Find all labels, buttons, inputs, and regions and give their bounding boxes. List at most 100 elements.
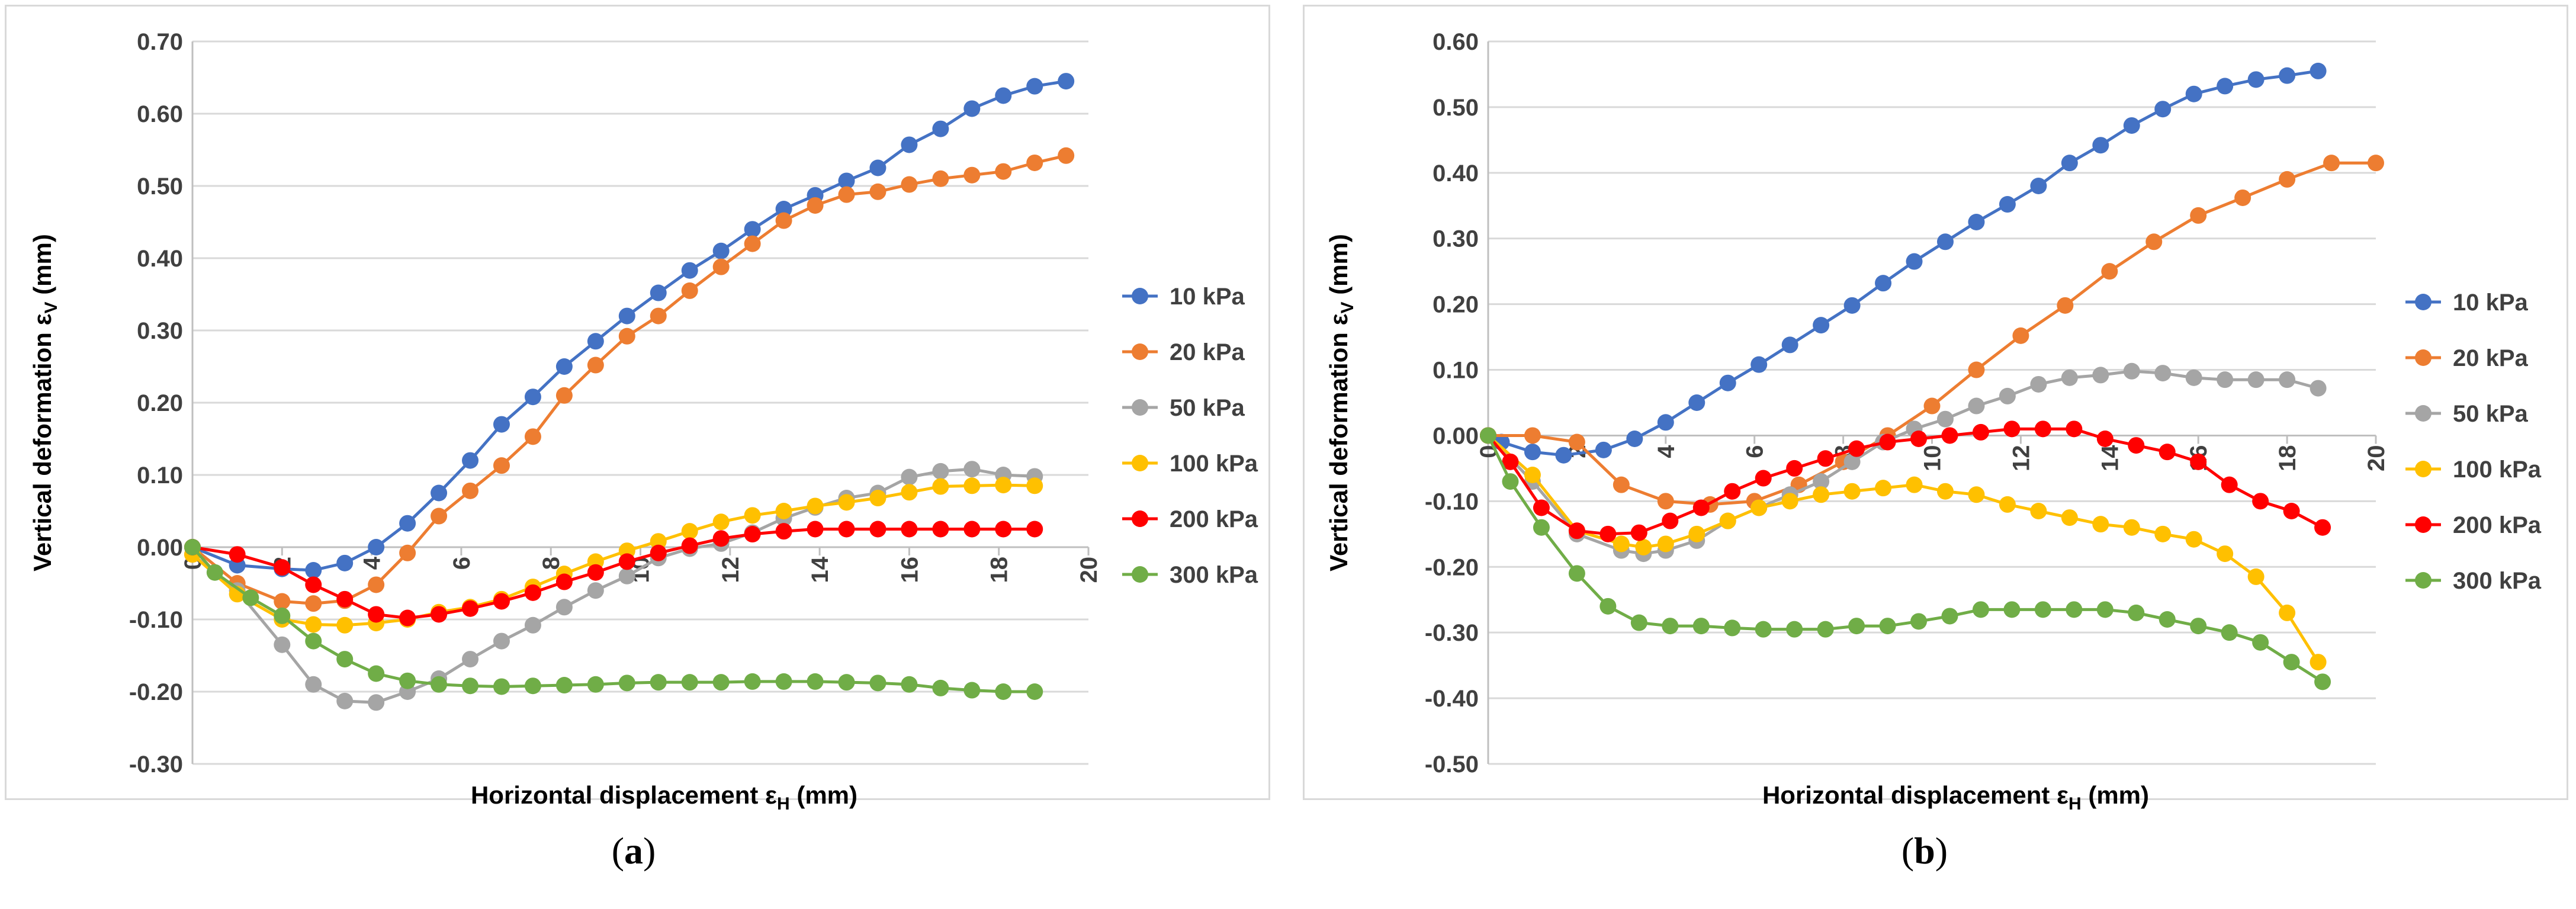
- data-point: [1555, 447, 1572, 464]
- data-point: [1848, 440, 1865, 457]
- data-point: [681, 282, 698, 299]
- x-tick-label: 18: [987, 557, 1013, 583]
- data-point: [744, 221, 761, 238]
- data-point: [587, 676, 604, 693]
- data-point: [2012, 327, 2029, 344]
- data-point: [274, 636, 291, 653]
- legend-swatch-marker: [2415, 405, 2432, 422]
- data-point: [1750, 356, 1768, 373]
- x-tick-label: 10: [1920, 445, 1946, 471]
- data-point: [838, 186, 855, 203]
- series-200-kpa: [1480, 420, 2331, 542]
- data-point: [712, 242, 730, 259]
- y-tick-label: 0.40: [1432, 160, 1479, 187]
- data-point: [995, 163, 1012, 180]
- data-point: [2217, 371, 2234, 388]
- data-point: [995, 87, 1012, 104]
- data-point: [305, 562, 322, 579]
- y-tick-label: -0.40: [1425, 686, 1479, 712]
- data-point: [2185, 85, 2202, 102]
- data-point: [2283, 654, 2300, 671]
- data-point: [2154, 101, 2172, 118]
- data-point: [1058, 73, 1075, 90]
- x-tick-label: 14: [2097, 445, 2123, 471]
- x-tick-label: 14: [807, 556, 833, 583]
- data-point: [2283, 503, 2300, 519]
- data-point: [2310, 380, 2327, 397]
- data-point: [963, 521, 981, 538]
- data-point: [1502, 453, 1519, 470]
- data-point: [2314, 519, 2331, 536]
- caption-b: (b): [1901, 830, 1948, 872]
- data-point: [431, 676, 448, 693]
- y-tick-label: 0.10: [1432, 358, 1479, 384]
- data-point: [1755, 470, 1772, 487]
- data-point: [2034, 420, 2051, 438]
- data-point: [1936, 233, 1954, 250]
- data-point: [744, 526, 761, 543]
- data-point: [618, 567, 635, 584]
- chart-a: -0.30 -0.20 -0.10 0.00 0.10 0.20 0.30 0.40 0.50 0…: [28, 29, 1258, 814]
- data-point: [932, 679, 949, 696]
- data-point: [274, 593, 291, 610]
- data-point: [524, 677, 541, 695]
- data-point: [838, 521, 855, 538]
- x-axis-title: Horizontal displacement εH (mm): [1762, 781, 2149, 814]
- data-point: [775, 212, 792, 229]
- data-point: [1630, 524, 1647, 541]
- data-point: [2310, 62, 2327, 79]
- data-point: [1026, 521, 1043, 538]
- legend-swatch-marker: [2415, 461, 2432, 477]
- y-tick-label: 0.30: [1432, 226, 1479, 252]
- x-tick-label: 4: [359, 556, 386, 570]
- y-tick-label: -0.10: [1425, 489, 1479, 515]
- data-point: [650, 284, 667, 301]
- data-point: [2190, 453, 2207, 470]
- chart-b: -0.50 -0.40 -0.30 -0.20 -0.10 0.00 0.10 0.20 0.3…: [1325, 29, 2542, 814]
- legend-label: 10 kPa: [2453, 290, 2529, 316]
- data-point: [1595, 441, 1612, 458]
- data-point: [2190, 618, 2207, 635]
- data-point: [1657, 493, 1674, 510]
- data-point: [869, 183, 886, 200]
- data-point: [807, 197, 824, 214]
- data-point: [2279, 604, 2296, 621]
- data-point: [963, 461, 981, 478]
- data-point: [650, 674, 667, 691]
- data-point: [2221, 624, 2238, 641]
- data-point: [2234, 189, 2251, 206]
- data-point: [2159, 444, 2176, 461]
- data-point: [1923, 397, 1941, 415]
- data-point: [932, 120, 949, 137]
- series-20-kpa: [184, 147, 1075, 612]
- legend-swatch-marker: [2415, 572, 2432, 589]
- data-point: [1524, 467, 1541, 483]
- x-tick-label: 16: [897, 557, 923, 583]
- data-point: [807, 673, 824, 690]
- data-point: [524, 584, 541, 601]
- data-point: [1968, 397, 1985, 415]
- data-point: [1906, 476, 1923, 493]
- data-point: [368, 606, 385, 623]
- data-point: [336, 692, 354, 709]
- data-point: [2061, 509, 2078, 526]
- data-point: [493, 457, 510, 474]
- data-point: [2123, 519, 2140, 536]
- data-point: [524, 428, 541, 445]
- y-tick-label: 0.70: [137, 29, 183, 55]
- data-point: [775, 201, 792, 218]
- data-point: [681, 674, 698, 691]
- data-point: [901, 468, 918, 486]
- data-point: [775, 503, 792, 519]
- legend-swatch-marker: [1132, 288, 1148, 304]
- data-point: [1817, 450, 1834, 467]
- data-point: [555, 358, 573, 375]
- data-point: [1843, 297, 1861, 314]
- data-point: [2185, 369, 2202, 386]
- y-tick-label: -0.10: [129, 607, 183, 633]
- data-point: [1719, 374, 1736, 391]
- data-point: [1533, 519, 1550, 536]
- data-point: [399, 609, 416, 627]
- data-point: [2092, 367, 2109, 384]
- series-line: [192, 79, 1067, 572]
